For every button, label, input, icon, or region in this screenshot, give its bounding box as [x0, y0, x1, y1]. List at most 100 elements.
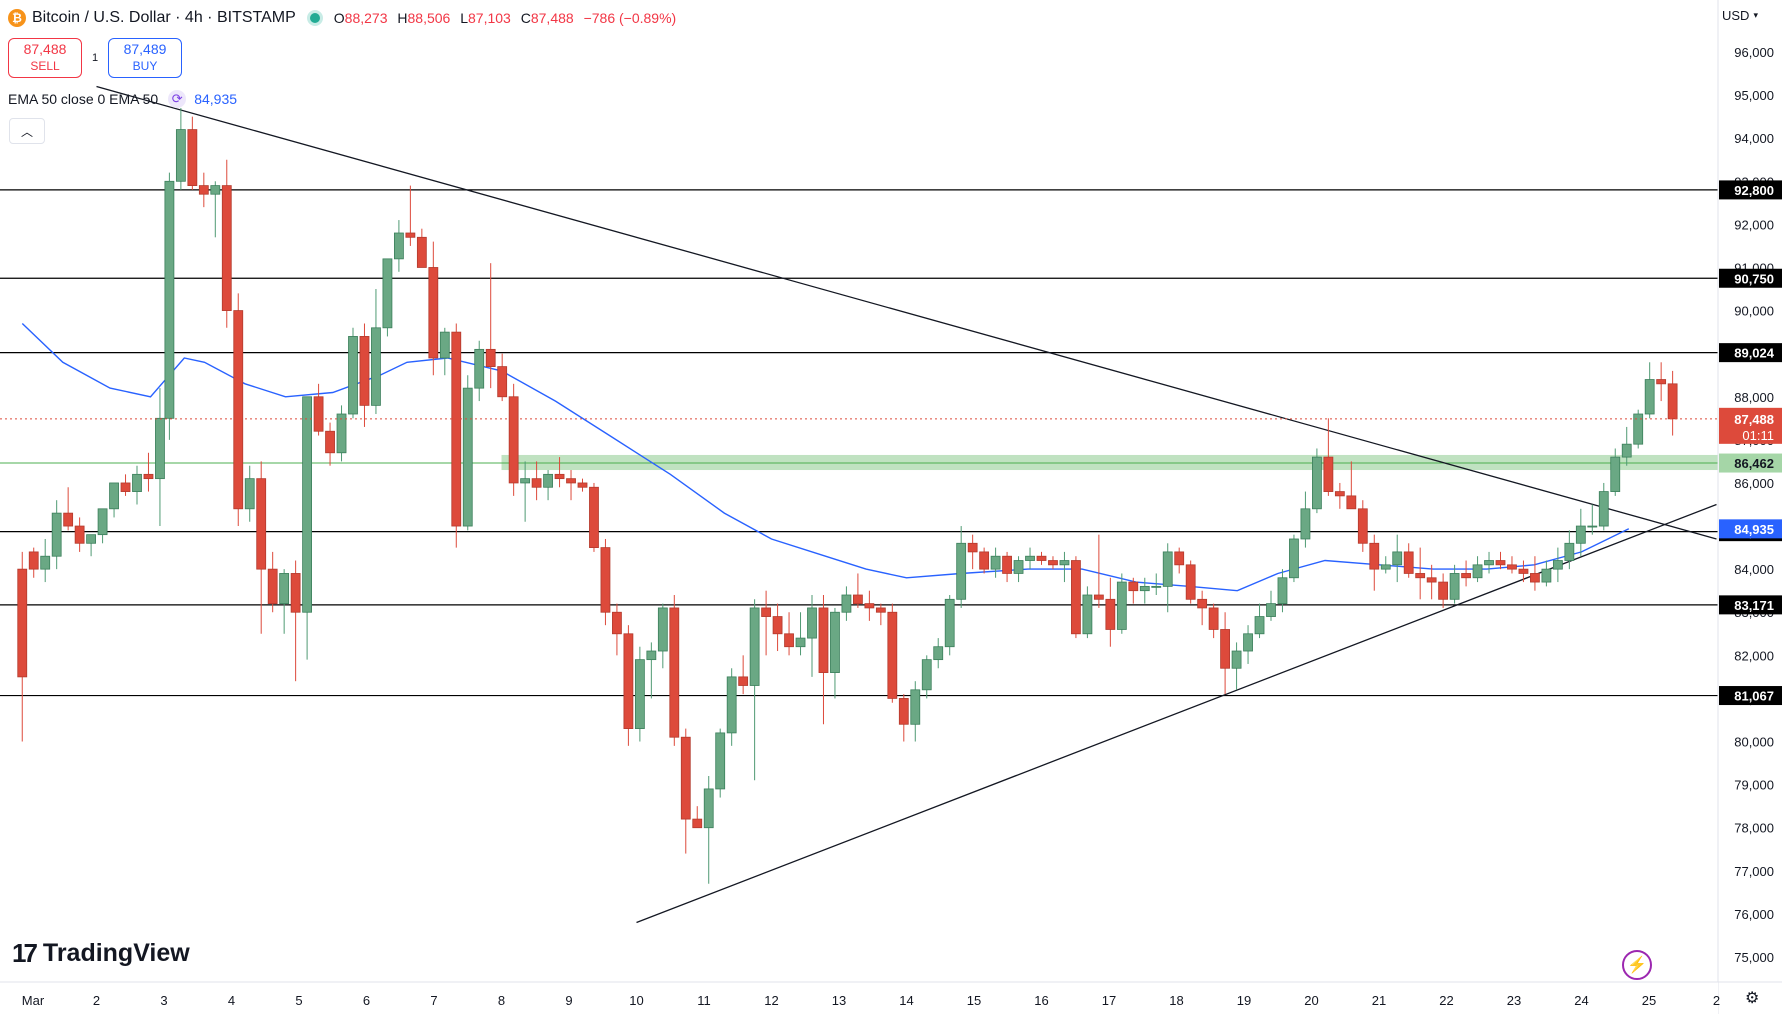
gear-icon[interactable]: ⚙	[1745, 990, 1760, 1007]
candle-body	[818, 607, 829, 673]
time-tick-label: 20	[1304, 993, 1318, 1008]
price-tag-label: 90,750	[1734, 271, 1774, 286]
tradingview-logo[interactable]: 17 TradingView	[12, 938, 190, 969]
tradingview-logo-icon: 17	[12, 938, 38, 968]
sell-label: SELL	[30, 59, 60, 73]
buy-button[interactable]: 87,489 BUY	[108, 38, 182, 78]
price-tick-label: 96,000	[1734, 45, 1774, 60]
candle-body	[233, 310, 244, 510]
cycle-icon[interactable]: ⟳	[168, 90, 187, 108]
price-tick-label: 75,000	[1734, 950, 1774, 965]
price-grid	[0, 51, 1718, 958]
time-tick-label: 23	[1507, 993, 1521, 1008]
candle-body	[853, 594, 863, 605]
price-tick-label: 88,000	[1734, 390, 1774, 405]
candle-body	[1323, 456, 1334, 492]
currency-label: USD	[1722, 8, 1750, 23]
chevron-up-icon: ︿	[20, 124, 33, 139]
sell-price: 87,488	[23, 41, 67, 57]
chart-header: ₿ Bitcoin / U.S. Dollar · 4h · BITSTAMP …	[8, 6, 682, 30]
candle-body	[290, 573, 301, 613]
time-tick-label: 17	[1102, 993, 1116, 1008]
candle-body	[864, 603, 875, 609]
price-tick-label: 76,000	[1734, 907, 1774, 922]
candle-body	[875, 607, 886, 613]
price-tick-label: 80,000	[1734, 735, 1774, 750]
candle-body	[393, 232, 404, 260]
candle-body	[680, 736, 691, 820]
candle-body	[634, 659, 645, 729]
indicator-label: EMA 50 close 0 EMA 50	[8, 91, 159, 107]
currency-selector[interactable]: USD ▾	[1722, 8, 1758, 23]
price-tick-label: 92,000	[1734, 217, 1774, 232]
price-tag-label: 81,067	[1734, 689, 1774, 704]
high-value: 88,506	[407, 10, 451, 26]
candle-body	[1093, 594, 1104, 600]
candle-body	[416, 236, 427, 268]
candle-body	[1059, 560, 1070, 566]
candle-body	[807, 607, 817, 639]
candle-body	[898, 698, 909, 725]
close-value: 87,488	[530, 10, 574, 26]
candle-body	[761, 607, 771, 617]
candle-body	[279, 573, 290, 605]
candle-body	[313, 396, 324, 432]
candle-body	[109, 482, 119, 510]
candle-body	[132, 473, 142, 492]
time-tick-label: 3	[160, 993, 167, 1008]
candle-body	[155, 417, 165, 480]
candle-body	[1289, 538, 1299, 579]
candle-body	[1254, 616, 1265, 635]
time-tick-label: 5	[295, 993, 302, 1008]
time-tick-label: 13	[832, 993, 846, 1008]
collapse-legend-button[interactable]: ︿	[9, 118, 45, 144]
candle-body	[956, 542, 967, 600]
trendlines[interactable]	[96, 85, 1717, 924]
horizontal-levels[interactable]	[0, 189, 1718, 697]
price-tick-label: 90,000	[1734, 304, 1774, 319]
buy-label: BUY	[132, 59, 158, 73]
candle-body	[1357, 508, 1368, 544]
candles	[17, 108, 1678, 884]
ema-line	[21, 322, 1630, 592]
candle-body	[600, 547, 611, 613]
logo-text: TradingView	[42, 939, 190, 967]
time-axis[interactable]: Mar 2 3 4 5 6 7 8 9 10 11 12 13 14 15 16 17 18 19 20 21 22 23 2…	[22, 993, 1720, 1008]
candle-body	[887, 611, 898, 699]
candle-body	[1128, 581, 1139, 592]
candle-body	[990, 555, 1001, 570]
candle-body	[244, 478, 255, 510]
price-tick-label: 82,000	[1734, 648, 1774, 663]
candle-body	[1621, 443, 1632, 458]
time-tick-label: 19	[1237, 993, 1251, 1008]
candle-body	[1484, 560, 1494, 566]
time-tick-label: 24	[1574, 993, 1588, 1008]
candle-body	[267, 568, 278, 605]
lightning-icon[interactable]: ⚡	[1622, 950, 1652, 980]
candle-body	[1598, 491, 1609, 527]
price-tag-bg	[1719, 595, 1782, 615]
candle-body	[554, 473, 565, 480]
candle-body	[97, 508, 108, 536]
candle-body	[164, 180, 175, 419]
indicator-legend[interactable]: EMA 50 close 0 EMA 50 ⟳ 84,935	[8, 90, 237, 108]
price-tag-bg	[1719, 686, 1782, 706]
sell-button[interactable]: 87,488 SELL	[8, 38, 82, 78]
candle-body	[1197, 598, 1208, 609]
candle-body	[1277, 577, 1288, 605]
candle-body	[1139, 585, 1150, 592]
trendline[interactable]	[96, 85, 1717, 540]
candle-body	[623, 633, 634, 729]
candle-body	[1151, 585, 1162, 588]
candle-body	[944, 598, 955, 648]
price-tag-bg	[1719, 268, 1782, 288]
candle-body	[1380, 564, 1391, 570]
candle-body	[1162, 551, 1173, 587]
candle-body	[1575, 525, 1586, 544]
candle-body	[657, 607, 668, 652]
candle-body	[120, 482, 131, 492]
candle-body	[933, 646, 944, 661]
symbol-title[interactable]: Bitcoin / U.S. Dollar · 4h · BITSTAMP	[32, 9, 296, 26]
candle-body	[1208, 607, 1219, 630]
